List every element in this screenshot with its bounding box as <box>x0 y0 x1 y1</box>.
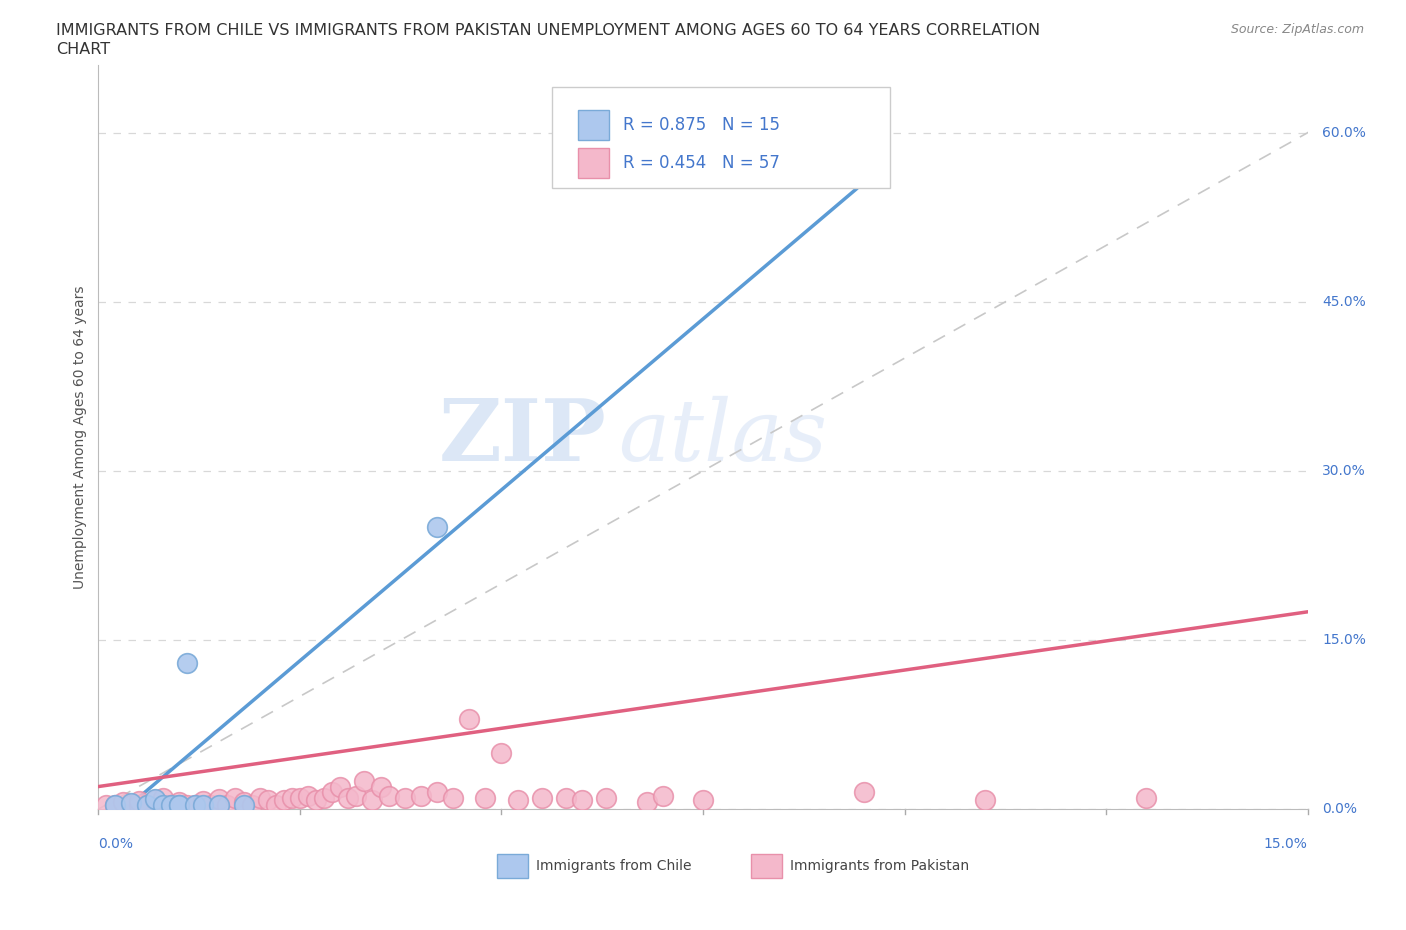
Point <box>426 520 449 535</box>
Point <box>143 791 166 806</box>
Text: ZIP: ZIP <box>439 395 606 479</box>
Text: 45.0%: 45.0% <box>1322 295 1365 309</box>
Point <box>128 794 150 809</box>
Point <box>208 797 231 812</box>
Point <box>120 796 142 811</box>
Point <box>167 797 190 812</box>
Point <box>111 795 134 810</box>
Point <box>193 797 215 812</box>
Point <box>828 102 851 117</box>
Point <box>595 790 617 805</box>
Point <box>193 794 215 809</box>
Point <box>152 790 174 805</box>
Point <box>143 792 166 807</box>
Point <box>321 785 343 800</box>
Point <box>571 792 593 807</box>
Point <box>651 788 673 803</box>
Text: CHART: CHART <box>56 42 110 57</box>
Text: 15.0%: 15.0% <box>1264 837 1308 851</box>
Point <box>344 788 367 803</box>
Point <box>232 795 254 810</box>
Point <box>167 795 190 810</box>
Point <box>305 792 328 807</box>
Point <box>128 797 150 812</box>
Point <box>426 785 449 800</box>
Point <box>240 797 263 812</box>
Point <box>530 790 553 805</box>
Point <box>135 797 157 812</box>
Text: R = 0.454   N = 57: R = 0.454 N = 57 <box>623 154 780 172</box>
Point <box>224 790 246 805</box>
FancyBboxPatch shape <box>498 855 527 878</box>
Text: 0.0%: 0.0% <box>98 837 134 851</box>
Text: Immigrants from Chile: Immigrants from Chile <box>536 859 692 873</box>
Point <box>314 790 336 805</box>
Point <box>377 788 399 803</box>
Text: 15.0%: 15.0% <box>1322 633 1367 647</box>
Point <box>200 797 222 812</box>
Point <box>297 788 319 803</box>
Point <box>474 790 496 805</box>
Point <box>329 779 352 794</box>
Point <box>353 774 375 789</box>
Point <box>394 790 416 805</box>
Point <box>184 797 207 812</box>
Text: 0.0%: 0.0% <box>1322 802 1357 817</box>
Point <box>208 791 231 806</box>
Point <box>491 745 513 760</box>
FancyBboxPatch shape <box>578 149 609 179</box>
Point <box>281 790 304 805</box>
Point <box>636 795 658 810</box>
FancyBboxPatch shape <box>751 855 782 878</box>
Point <box>441 790 464 805</box>
Point <box>184 797 207 812</box>
Point <box>256 792 278 807</box>
Text: 60.0%: 60.0% <box>1322 126 1367 140</box>
Point <box>409 788 432 803</box>
Point <box>96 797 118 812</box>
Point <box>160 797 183 812</box>
Point <box>337 790 360 805</box>
Point <box>853 785 876 800</box>
Point <box>176 655 198 670</box>
Point <box>103 797 125 812</box>
Point <box>974 792 997 807</box>
FancyBboxPatch shape <box>578 110 609 140</box>
Point <box>167 797 190 812</box>
Point <box>217 797 239 812</box>
Point <box>152 797 174 812</box>
Text: Source: ZipAtlas.com: Source: ZipAtlas.com <box>1230 23 1364 36</box>
Point <box>361 792 384 807</box>
Point <box>120 797 142 812</box>
Text: atlas: atlas <box>619 396 828 478</box>
Point <box>264 797 287 812</box>
Point <box>176 797 198 812</box>
Point <box>135 797 157 812</box>
Point <box>370 779 392 794</box>
Text: R = 0.875   N = 15: R = 0.875 N = 15 <box>623 116 780 134</box>
Point <box>458 711 481 726</box>
Point <box>249 790 271 805</box>
Point <box>273 792 295 807</box>
Text: IMMIGRANTS FROM CHILE VS IMMIGRANTS FROM PAKISTAN UNEMPLOYMENT AMONG AGES 60 TO : IMMIGRANTS FROM CHILE VS IMMIGRANTS FROM… <box>56 23 1040 38</box>
Y-axis label: Unemployment Among Ages 60 to 64 years: Unemployment Among Ages 60 to 64 years <box>73 286 87 589</box>
Point <box>167 797 190 812</box>
Point <box>103 797 125 812</box>
Point <box>692 792 714 807</box>
Point <box>232 797 254 812</box>
Point <box>208 797 231 812</box>
Point <box>1135 790 1157 805</box>
Text: 30.0%: 30.0% <box>1322 464 1365 478</box>
Point <box>555 790 578 805</box>
Point <box>506 792 529 807</box>
Text: Immigrants from Pakistan: Immigrants from Pakistan <box>790 859 969 873</box>
Point <box>288 790 311 805</box>
Point <box>160 797 183 812</box>
FancyBboxPatch shape <box>551 87 890 188</box>
